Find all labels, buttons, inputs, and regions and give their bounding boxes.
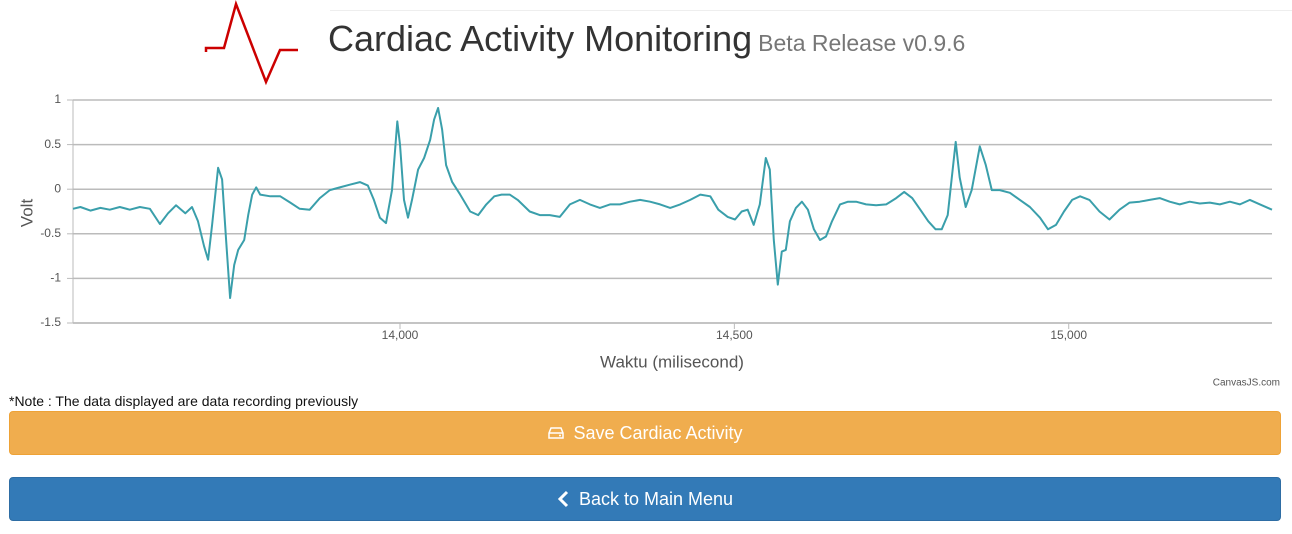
chart: Volt Waktu (milisecond) CanvasJS.com -1.… xyxy=(17,92,1280,389)
drive-icon xyxy=(548,427,565,439)
x-tick-label: 14,000 xyxy=(382,328,419,342)
button-label: Save Cardiac Activity xyxy=(573,422,743,443)
credit: CanvasJS.com xyxy=(1213,378,1280,389)
note: *Note : The data displayed are data reco… xyxy=(9,393,359,409)
chevron-icon xyxy=(557,490,569,508)
divider xyxy=(330,10,1292,11)
y-tick-label: -0.5 xyxy=(40,226,61,240)
y-tick-label: 0 xyxy=(54,181,61,195)
x-tick-label: 15,000 xyxy=(1050,328,1087,342)
back-button[interactable]: Back to Main Menu xyxy=(9,477,1281,521)
x-tick-label: 14,500 xyxy=(716,328,753,342)
x-axis-label: Waktu (milisecond) xyxy=(600,352,744,371)
y-tick-label: -1 xyxy=(50,271,61,285)
y-tick-label: -1.5 xyxy=(40,315,61,329)
button-label: Back to Main Menu xyxy=(578,488,734,509)
ecg-line xyxy=(72,107,1273,299)
title-text: Cardiac Activity Monitoring xyxy=(328,18,753,59)
subtitle: Beta Release v0.9.6 xyxy=(758,30,966,56)
y-tick-label: 0.5 xyxy=(44,137,61,151)
y-tick-label: 1 xyxy=(54,92,61,106)
save-button[interactable]: Save Cardiac Activity xyxy=(9,411,1281,455)
logo xyxy=(204,0,298,86)
y-axis-label: Volt xyxy=(17,199,36,228)
page-title: Cardiac Activity Monitoring Beta Release … xyxy=(328,18,965,60)
